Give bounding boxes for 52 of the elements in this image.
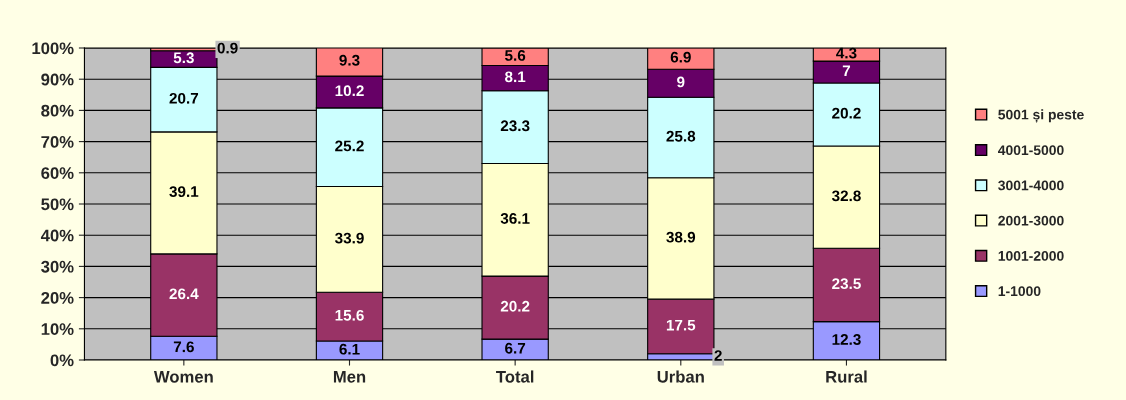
legend-label: 1-1000: [998, 286, 1041, 297]
data-label: 6.9: [670, 51, 691, 63]
data-label: 8.1: [505, 71, 526, 83]
data-label: 9: [677, 76, 685, 88]
data-label: 4.3: [836, 47, 857, 59]
y-tick-label: 90%: [41, 73, 74, 86]
y-tick-label: 40%: [40, 229, 74, 242]
data-label: 32.8: [831, 190, 861, 202]
x-tick-label: Men: [333, 371, 366, 383]
data-label: 39.1: [169, 186, 199, 198]
legend-label: 2001-3000: [998, 215, 1064, 226]
data-label: 25.2: [335, 140, 364, 152]
data-label: 6.1: [339, 343, 360, 355]
data-label: 25.8: [666, 130, 696, 142]
data-label: 5.6: [505, 50, 526, 61]
x-tick-label: Rural: [826, 370, 867, 383]
data-label: 26.4: [169, 288, 199, 300]
data-label: 33.9: [334, 232, 364, 244]
data-label: 20.2: [500, 300, 530, 312]
y-tick-label: 0%: [50, 354, 74, 367]
data-label: 20.7: [169, 92, 199, 104]
data-label: 12.3: [832, 334, 861, 345]
data-label: 23.5: [832, 278, 861, 290]
data-label: 2: [714, 350, 722, 361]
y-tick-label: 50%: [41, 198, 74, 211]
data-label: 15.6: [335, 309, 364, 321]
y-tick-label: 20%: [41, 292, 74, 304]
y-tick-label: 10%: [41, 323, 74, 335]
y-tick-label: 30%: [41, 260, 74, 273]
x-tick-label: Total: [496, 370, 534, 383]
data-label: 9.3: [339, 54, 360, 66]
data-label: 7.6: [173, 341, 194, 353]
data-label: 17.5: [666, 319, 696, 331]
data-label: 10.2: [335, 85, 364, 97]
legend-label: 1001-2000: [998, 250, 1064, 261]
data-label: 7: [842, 65, 851, 76]
data-label: 0.9: [217, 42, 238, 54]
y-tick-label: 70%: [41, 136, 74, 148]
data-label: 6.7: [505, 342, 526, 354]
legend-label: 5001 și peste: [998, 109, 1084, 123]
data-label: 20.2: [832, 107, 861, 119]
y-tick-label: 60%: [41, 167, 74, 179]
data-label: 38.9: [666, 231, 696, 243]
y-tick-label: 100%: [32, 42, 74, 55]
x-tick-label: Urban: [657, 370, 704, 383]
data-label: 5.3: [173, 52, 194, 64]
data-label: 23.3: [500, 120, 530, 132]
x-tick-label: Women: [153, 371, 213, 383]
y-tick-label: 80%: [41, 104, 74, 117]
legend-label: 4001-5000: [998, 145, 1064, 156]
data-label: 36.1: [500, 213, 530, 224]
legend-label: 3001-4000: [998, 180, 1064, 191]
